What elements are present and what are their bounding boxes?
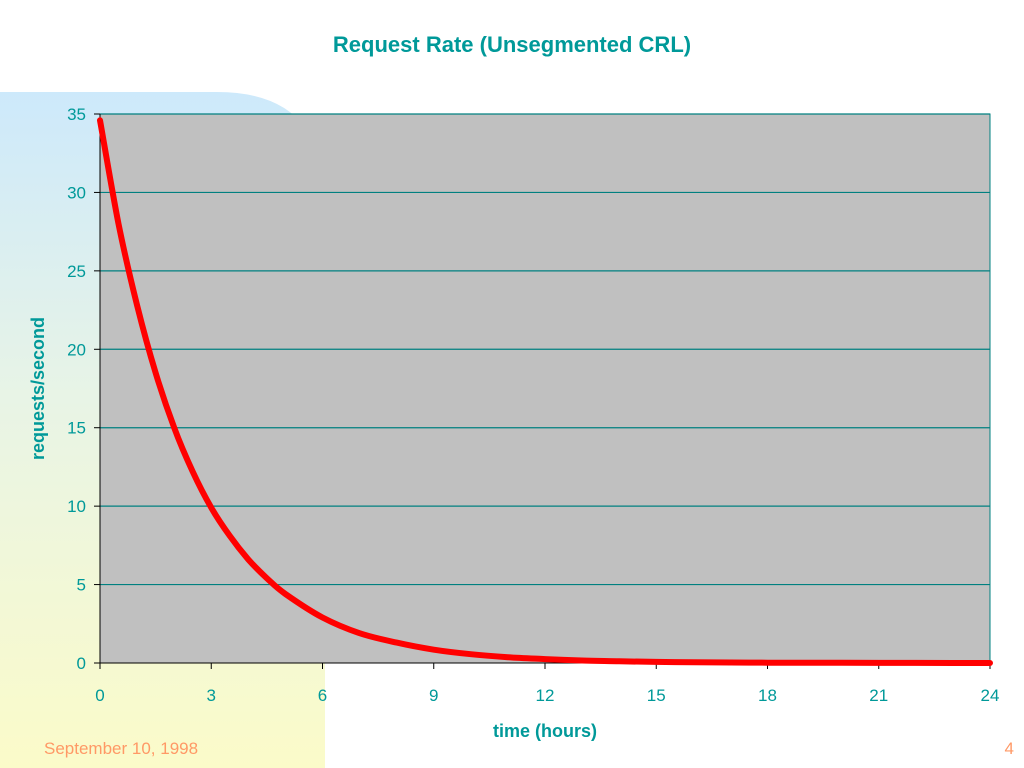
data-point-29 [987, 660, 993, 666]
slide-title: Request Rate (Unsegmented CRL) [332, 32, 692, 57]
data-point-15 [468, 651, 474, 657]
data-point-18 [579, 657, 585, 663]
footer-date: September 10, 1998 [44, 739, 199, 758]
page-number: 4 [1004, 739, 1014, 758]
data-point-20 [653, 659, 659, 665]
y-axis-ticks: 0 5 10 15 20 25 30 35 [67, 105, 100, 673]
data-point-12 [357, 630, 363, 636]
y-tick-label-30: 30 [67, 183, 86, 202]
data-point-28 [950, 660, 956, 666]
x-tick-label-12: 12 [536, 686, 555, 705]
data-point-24 [802, 660, 808, 666]
x-axis-label: time (hours) [493, 721, 597, 741]
y-tick-label-25: 25 [67, 262, 86, 281]
x-tick-label-18: 18 [758, 686, 777, 705]
data-point-17 [542, 656, 548, 662]
y-tick-label-15: 15 [67, 419, 86, 438]
data-point-27 [913, 660, 919, 666]
data-point-13 [394, 640, 400, 646]
y-tick-label-35: 35 [67, 105, 86, 124]
data-point-1 [116, 221, 122, 227]
data-point-26 [876, 660, 882, 666]
data-point-6 [208, 505, 214, 511]
y-axis-label: requests/second [28, 317, 48, 460]
data-point-19 [616, 658, 622, 664]
x-tick-label-15: 15 [647, 686, 666, 705]
data-point-23 [765, 660, 770, 666]
x-tick-label-21: 21 [869, 686, 888, 705]
data-point-2 [134, 302, 140, 308]
data-point-8 [245, 556, 251, 562]
data-point-21 [690, 659, 696, 665]
x-axis-ticks: 0 3 6 9 12 15 18 21 24 [95, 663, 999, 705]
data-point-3 [153, 370, 159, 376]
y-tick-label-10: 10 [67, 497, 86, 516]
data-point-16 [505, 654, 511, 660]
y-tick-label-5: 5 [77, 576, 86, 595]
data-point-9 [264, 575, 270, 581]
y-tick-label-20: 20 [67, 340, 86, 359]
data-point-11 [320, 615, 325, 621]
data-point-5 [190, 469, 196, 475]
data-point-14 [431, 647, 437, 653]
x-tick-label-24: 24 [981, 686, 1000, 705]
data-points [97, 117, 993, 666]
data-point-7 [227, 533, 233, 539]
data-point-25 [839, 660, 845, 666]
x-tick-label-6: 6 [318, 686, 327, 705]
x-tick-label-9: 9 [429, 686, 438, 705]
data-point-10 [282, 591, 288, 597]
grid-lines [100, 113, 990, 586]
plot-area [99, 113, 991, 664]
data-point-0 [97, 117, 103, 123]
data-point-22 [727, 660, 733, 666]
data-point-4 [171, 425, 177, 431]
x-tick-label-3: 3 [207, 686, 216, 705]
y-tick-label-0: 0 [77, 654, 86, 673]
x-tick-label-0: 0 [95, 686, 104, 705]
